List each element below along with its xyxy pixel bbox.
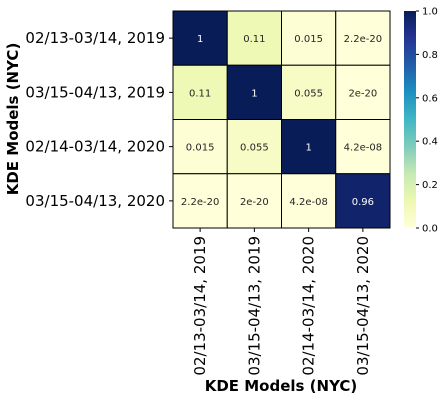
heatmap-cell [335, 173, 391, 229]
colorbar-ticks: 0.0 0.2 0.4 0.6 0.8 1.0 [416, 7, 438, 235]
y-tick-label: 03/15-04/13, 2020 [25, 192, 165, 210]
cell-value-label: 0.11 [189, 88, 211, 99]
y-tick-label: 02/13-03/14, 2019 [25, 29, 165, 47]
x-tick-label: 02/13-03/14, 2019 [191, 236, 209, 376]
colorbar-tick-label: 0.8 [422, 50, 438, 61]
cell-value-label: 0.96 [352, 197, 374, 208]
heatmap-cell [335, 64, 391, 120]
x-tick-label: 03/15-04/13, 2019 [245, 236, 263, 376]
cell-value-label: 0.055 [294, 88, 323, 99]
heatmap-cell [226, 173, 282, 229]
cell-value-label: 2e-20 [348, 88, 377, 99]
cell-value-label: 0.11 [243, 34, 265, 45]
cell-value-label: 1 [305, 143, 311, 154]
heatmap-cell [226, 64, 282, 120]
y-tick-label: 02/14-03/14, 2020 [25, 138, 165, 156]
heatmap-cell [226, 10, 282, 66]
heatmap-cell [281, 10, 337, 66]
y-tick-label: 03/15-04/13, 2019 [25, 83, 165, 101]
colorbar-tick-label: 1.0 [422, 7, 438, 18]
cell-value-label: 4.2e-08 [344, 143, 382, 154]
heatmap-cell [335, 119, 391, 175]
cell-value-label: 0.015 [186, 143, 215, 154]
y-axis-title: KDE Models (NYC) [4, 43, 22, 196]
colorbar-tick-label: 0.6 [422, 93, 438, 104]
colorbar-tick-label: 0.4 [422, 137, 438, 148]
cell-value-label: 1 [251, 88, 257, 99]
y-tick-labels: 02/13-03/14, 2019 03/15-04/13, 2019 02/14-… [25, 29, 173, 210]
colorbar [404, 11, 416, 228]
cell-value-label: 2.2e-20 [181, 197, 219, 208]
x-tick-label: 03/15-04/13, 2020 [354, 236, 372, 376]
cell-value-label: 0.055 [240, 143, 269, 154]
colorbar-tick-label: 0.2 [422, 180, 438, 191]
cell-value-label: 2e-20 [240, 197, 269, 208]
heatmap-cells: 1 0.11 0.015 2.2e-20 0.11 1 0.055 2e-20 0.015 0.0… [172, 10, 391, 229]
colorbar-tick-label: 0.0 [422, 224, 438, 235]
cell-value-label: 2.2e-20 [344, 34, 382, 45]
x-tick-labels: 02/13-03/14, 2019 03/15-04/13, 2019 02/14-… [191, 228, 372, 376]
cell-value-label: 4.2e-08 [289, 197, 327, 208]
heatmap-cell [335, 10, 391, 66]
x-axis-title: KDE Models (NYC) [205, 377, 358, 395]
heatmap-cell [226, 119, 282, 175]
heatmap-cell [172, 10, 228, 66]
cell-value-label: 0.015 [294, 34, 323, 45]
cell-value-label: 1 [197, 34, 203, 45]
x-tick-label: 02/14-03/14, 2020 [300, 236, 318, 376]
